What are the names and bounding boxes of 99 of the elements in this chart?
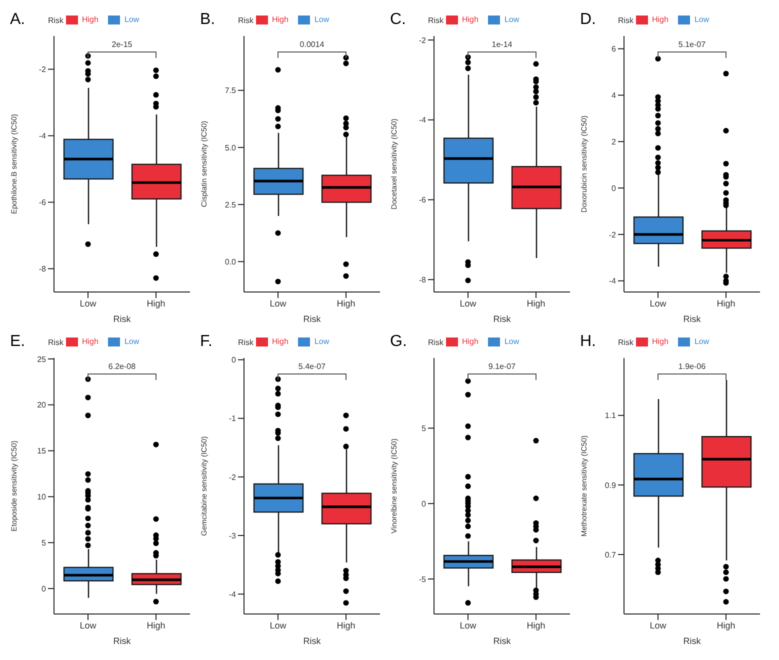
x-axis-title: Risk	[493, 636, 512, 646]
legend-title: Risk	[48, 336, 64, 348]
legend-title: Risk	[428, 336, 444, 348]
y-tick-label: -4	[418, 116, 427, 125]
x-axis-title: Risk	[113, 636, 132, 646]
legend-label: Low	[314, 337, 330, 346]
y-tick-label: 0	[612, 184, 617, 193]
y-tick-label: 4	[612, 91, 617, 100]
y-tick-label: 0.0	[224, 257, 237, 266]
legend-title: Risk	[618, 336, 634, 348]
x-tick-label: Low	[270, 620, 287, 630]
y-tick-label: -6	[38, 198, 47, 208]
legend-label: High	[82, 15, 98, 24]
y-tick-label: -2	[228, 472, 237, 482]
x-axis-title: Risk	[113, 314, 132, 324]
chart-title: D.	[579, 10, 596, 30]
x-tick-label: Low	[80, 298, 97, 308]
x-axis-title: Risk	[303, 314, 322, 324]
chart-title: H.	[579, 332, 596, 352]
y-tick-label: -3	[228, 531, 237, 540]
legend-label: Low	[694, 15, 710, 24]
legend-label: High	[82, 337, 98, 346]
x-tick-label: High	[336, 620, 356, 630]
y-tick-label: -1	[228, 414, 237, 424]
y-tick-label: 25	[37, 354, 47, 364]
legend-title: Risk	[428, 14, 444, 26]
y-tick-label: 7.5	[224, 86, 237, 96]
y-tick-label: 2	[612, 137, 617, 146]
y-tick-label: 1.1	[604, 411, 617, 420]
x-tick-label: High	[336, 298, 356, 308]
y-tick-label: 0	[232, 356, 237, 365]
legend-label: Low	[124, 337, 140, 346]
legend-label: High	[272, 337, 288, 346]
y-tick-label: -8	[38, 264, 47, 274]
legend-title: Risk	[238, 14, 254, 26]
y-tick-label: -8	[418, 275, 427, 284]
y-tick-label: 0.7	[604, 550, 617, 560]
x-tick-label: High	[146, 620, 166, 630]
chart-title: B.	[199, 10, 216, 30]
annotation: 9.1e-07	[487, 362, 517, 371]
y-tick-label: 0	[42, 584, 47, 594]
annotation: 5.4e-07	[297, 362, 327, 371]
y-tick-label: -2	[418, 36, 427, 45]
annotation: 0.0014	[298, 40, 326, 49]
y-tick-label: 15	[37, 446, 47, 456]
annotation: 6.2e-08	[107, 362, 137, 371]
y-tick-label: 5.0	[224, 143, 237, 152]
x-tick-label: Low	[80, 620, 97, 630]
chart-title: G.	[389, 332, 407, 352]
legend-label: Low	[314, 15, 330, 24]
y-tick-label: -4	[38, 132, 47, 141]
y-tick-label: 20	[37, 400, 47, 410]
x-tick-label: High	[146, 298, 166, 308]
x-tick-label: Low	[270, 298, 287, 308]
legend-label: High	[272, 15, 288, 24]
x-axis-title: Risk	[683, 636, 702, 646]
y-tick-label: -4	[608, 276, 617, 286]
chart-title: C.	[389, 10, 406, 30]
legend-label: High	[462, 15, 478, 24]
chart-title: A.	[9, 10, 26, 30]
x-axis-title: Risk	[303, 636, 322, 646]
legend-label: Low	[694, 337, 710, 346]
y-tick-label: 2.5	[224, 200, 237, 210]
annotation: 5.1e-07	[677, 40, 707, 49]
legend-label: Low	[504, 337, 520, 346]
legend-title: Risk	[48, 14, 64, 26]
y-tick-label: 6	[612, 44, 617, 54]
y-tick-label: -4	[228, 590, 237, 599]
annotation: 1.9e-06	[677, 362, 707, 371]
x-tick-label: High	[716, 298, 736, 308]
chart-title: F.	[199, 332, 212, 352]
y-tick-label: -6	[418, 196, 427, 205]
x-tick-label: Low	[460, 298, 477, 308]
x-axis-title: Risk	[493, 314, 512, 324]
x-tick-label: Low	[650, 620, 667, 630]
x-tick-label: High	[526, 298, 546, 308]
legend-title: Risk	[618, 14, 634, 26]
legend-label: High	[462, 337, 478, 346]
y-tick-label: -2	[38, 65, 47, 74]
legend-label: Low	[124, 15, 140, 24]
x-axis-title: Risk	[683, 314, 702, 324]
legend-label: High	[652, 15, 668, 24]
x-tick-label: Low	[650, 298, 667, 308]
y-tick-label: 0	[422, 499, 427, 508]
x-tick-label: High	[526, 620, 546, 630]
y-tick-label: 5	[42, 538, 47, 548]
y-tick-label: 10	[37, 492, 47, 502]
y-tick-label: 5	[422, 424, 427, 433]
annotation: 2e-15	[110, 40, 134, 49]
y-tick-label: -5	[418, 574, 427, 584]
legend-label: Low	[504, 15, 520, 24]
y-tick-label: -2	[608, 230, 617, 240]
y-tick-label: 0.9	[604, 480, 617, 490]
x-tick-label: High	[716, 620, 736, 630]
chart-title: E.	[9, 332, 26, 352]
legend-label: High	[652, 337, 668, 346]
legend-title: Risk	[238, 336, 254, 348]
x-tick-label: Low	[460, 620, 477, 630]
annotation: 1e-14	[490, 40, 514, 49]
